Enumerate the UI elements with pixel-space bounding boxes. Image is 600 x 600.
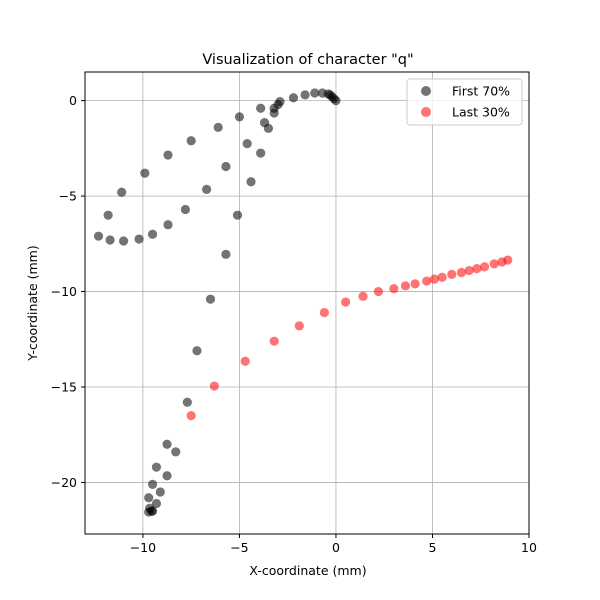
data-point-first-70 <box>317 88 328 98</box>
data-point-last-30 <box>480 262 490 272</box>
data-point-first-70 <box>147 479 158 489</box>
data-point-first-70 <box>151 462 162 472</box>
chart-title: Visualization of character "q" <box>202 52 413 68</box>
data-point-first-70 <box>119 236 129 246</box>
legend-label-first: First 70% <box>452 84 510 99</box>
data-point-first-70 <box>288 93 299 103</box>
data-point-first-70 <box>182 397 192 407</box>
data-point-first-70 <box>256 148 266 158</box>
data-point-first-70 <box>232 210 243 220</box>
data-point-last-30 <box>294 321 304 331</box>
data-point-first-70 <box>186 136 196 146</box>
x-tick-label: −5 <box>230 540 248 555</box>
data-point-first-70 <box>134 234 144 244</box>
data-point-first-70 <box>140 168 150 178</box>
legend-marker-last <box>421 107 431 117</box>
data-point-first-70 <box>163 150 173 160</box>
data-point-first-70 <box>163 220 173 230</box>
data-point-first-70 <box>93 231 104 241</box>
data-point-last-30 <box>447 269 457 279</box>
data-point-last-30 <box>489 259 499 269</box>
grid-lines <box>85 72 530 534</box>
data-point-last-30 <box>472 264 482 274</box>
data-point-last-30 <box>186 411 196 421</box>
x-tick-label: 0 <box>332 540 340 555</box>
legend-box <box>406 78 523 126</box>
data-point-last-30 <box>341 297 351 307</box>
data-point-last-30 <box>240 356 250 366</box>
y-tick-label: −15 <box>51 380 77 395</box>
data-point-first-70 <box>256 103 266 113</box>
data-point-first-70 <box>171 447 181 457</box>
data-point-first-70 <box>234 112 245 122</box>
data-point-last-30 <box>410 279 420 289</box>
data-point-first-70 <box>155 487 165 497</box>
data-point-first-70 <box>147 506 157 516</box>
y-tick-label: −10 <box>51 284 77 299</box>
x-tick-label: −10 <box>130 540 156 555</box>
legend: First 70% Last 30% <box>406 78 523 126</box>
data-point-first-70 <box>205 294 216 304</box>
data-point-first-70 <box>242 138 252 149</box>
legend-marker-first <box>421 86 431 96</box>
data-point-last-30 <box>422 276 432 286</box>
data-point-first-70 <box>162 439 172 449</box>
data-point-first-70 <box>246 177 256 187</box>
data-point-last-30 <box>319 307 329 318</box>
data-point-first-70 <box>144 493 154 503</box>
data-point-last-30 <box>437 272 447 282</box>
data-point-first-70 <box>117 187 127 197</box>
data-point-last-30 <box>358 291 368 301</box>
data-point-first-70 <box>103 210 113 220</box>
data-point-first-70 <box>221 249 231 259</box>
data-point-first-70 <box>180 204 190 215</box>
data-point-first-70 <box>269 108 279 118</box>
x-axis-label: X-coordinate (mm) <box>249 563 366 578</box>
y-tick-label: 0 <box>69 93 77 108</box>
data-point-last-30 <box>389 284 399 294</box>
data-point-first-70 <box>192 346 202 356</box>
y-tick-label: −20 <box>51 475 77 490</box>
y-axis-label: Y-coordinate (mm) <box>25 245 40 361</box>
data-point-last-30 <box>429 274 440 284</box>
data-point-first-70 <box>147 229 158 239</box>
data-point-first-70 <box>310 88 320 98</box>
data-point-first-70 <box>263 123 273 133</box>
data-point-first-70 <box>151 498 162 509</box>
data-point-first-70 <box>213 122 223 132</box>
data-point-last-30 <box>464 265 474 276</box>
data-point-last-30 <box>209 381 219 391</box>
data-point-first-70 <box>202 184 212 195</box>
data-point-last-30 <box>269 336 279 346</box>
x-axis-ticks: −10 −5 0 5 10 <box>130 534 537 555</box>
legend-label-last: Last 30% <box>452 105 510 120</box>
data-point-first-70 <box>300 90 310 100</box>
data-point-first-70 <box>162 471 172 481</box>
x-tick-label: 5 <box>429 540 437 555</box>
data-point-first-70 <box>221 161 231 172</box>
plot-frame <box>84 71 530 535</box>
data-point-last-30 <box>400 281 411 291</box>
y-axis-ticks: 0 −5 −10 −15 −20 <box>51 93 85 490</box>
data-points <box>93 88 513 517</box>
data-point-first-70 <box>105 235 115 245</box>
data-point-last-30 <box>503 255 513 265</box>
data-point-last-30 <box>373 286 384 297</box>
data-point-last-30 <box>456 267 467 278</box>
y-tick-label: −5 <box>59 189 77 204</box>
x-tick-label: 10 <box>521 540 537 555</box>
